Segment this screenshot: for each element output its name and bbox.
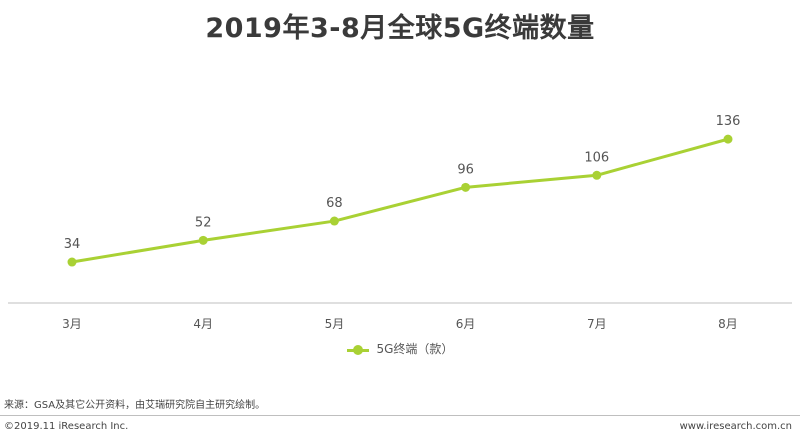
data-label: 136 bbox=[716, 114, 741, 129]
data-label: 68 bbox=[326, 196, 343, 211]
data-label: 106 bbox=[584, 150, 609, 165]
x-tick-label: 3月 bbox=[62, 317, 82, 331]
data-point bbox=[67, 257, 77, 267]
data-label: 52 bbox=[195, 215, 212, 230]
data-point bbox=[592, 170, 602, 180]
data-label: 96 bbox=[457, 162, 474, 177]
data-point bbox=[198, 235, 208, 245]
x-tick-label: 4月 bbox=[193, 317, 213, 331]
chart-title: 2019年3-8月全球5G终端数量 bbox=[205, 13, 595, 44]
website-text: www.iresearch.com.cn bbox=[679, 421, 792, 432]
x-tick-label: 7月 bbox=[587, 317, 607, 331]
data-point bbox=[723, 134, 733, 144]
source-note: 来源：GSA及其它公开资料，由艾瑞研究院自主研究绘制。 bbox=[4, 400, 266, 411]
copyright-text: ©2019.11 iResearch Inc. bbox=[4, 421, 129, 432]
chart-legend: 5G终端（款） bbox=[0, 340, 800, 357]
legend-label: 5G终端（款） bbox=[376, 342, 454, 356]
series-line bbox=[71, 137, 729, 264]
footer-divider bbox=[0, 415, 800, 416]
x-tick-label: 6月 bbox=[456, 317, 476, 331]
data-point bbox=[329, 216, 339, 226]
legend-swatch bbox=[346, 344, 369, 356]
line-chart: 34 3月 52 4月 68 5月 96 6月 106 7月 136 8月 bbox=[8, 114, 792, 331]
data-point bbox=[461, 182, 471, 192]
x-tick-label: 8月 bbox=[718, 317, 738, 331]
x-tick-label: 5月 bbox=[325, 317, 345, 331]
data-label: 34 bbox=[64, 237, 81, 252]
